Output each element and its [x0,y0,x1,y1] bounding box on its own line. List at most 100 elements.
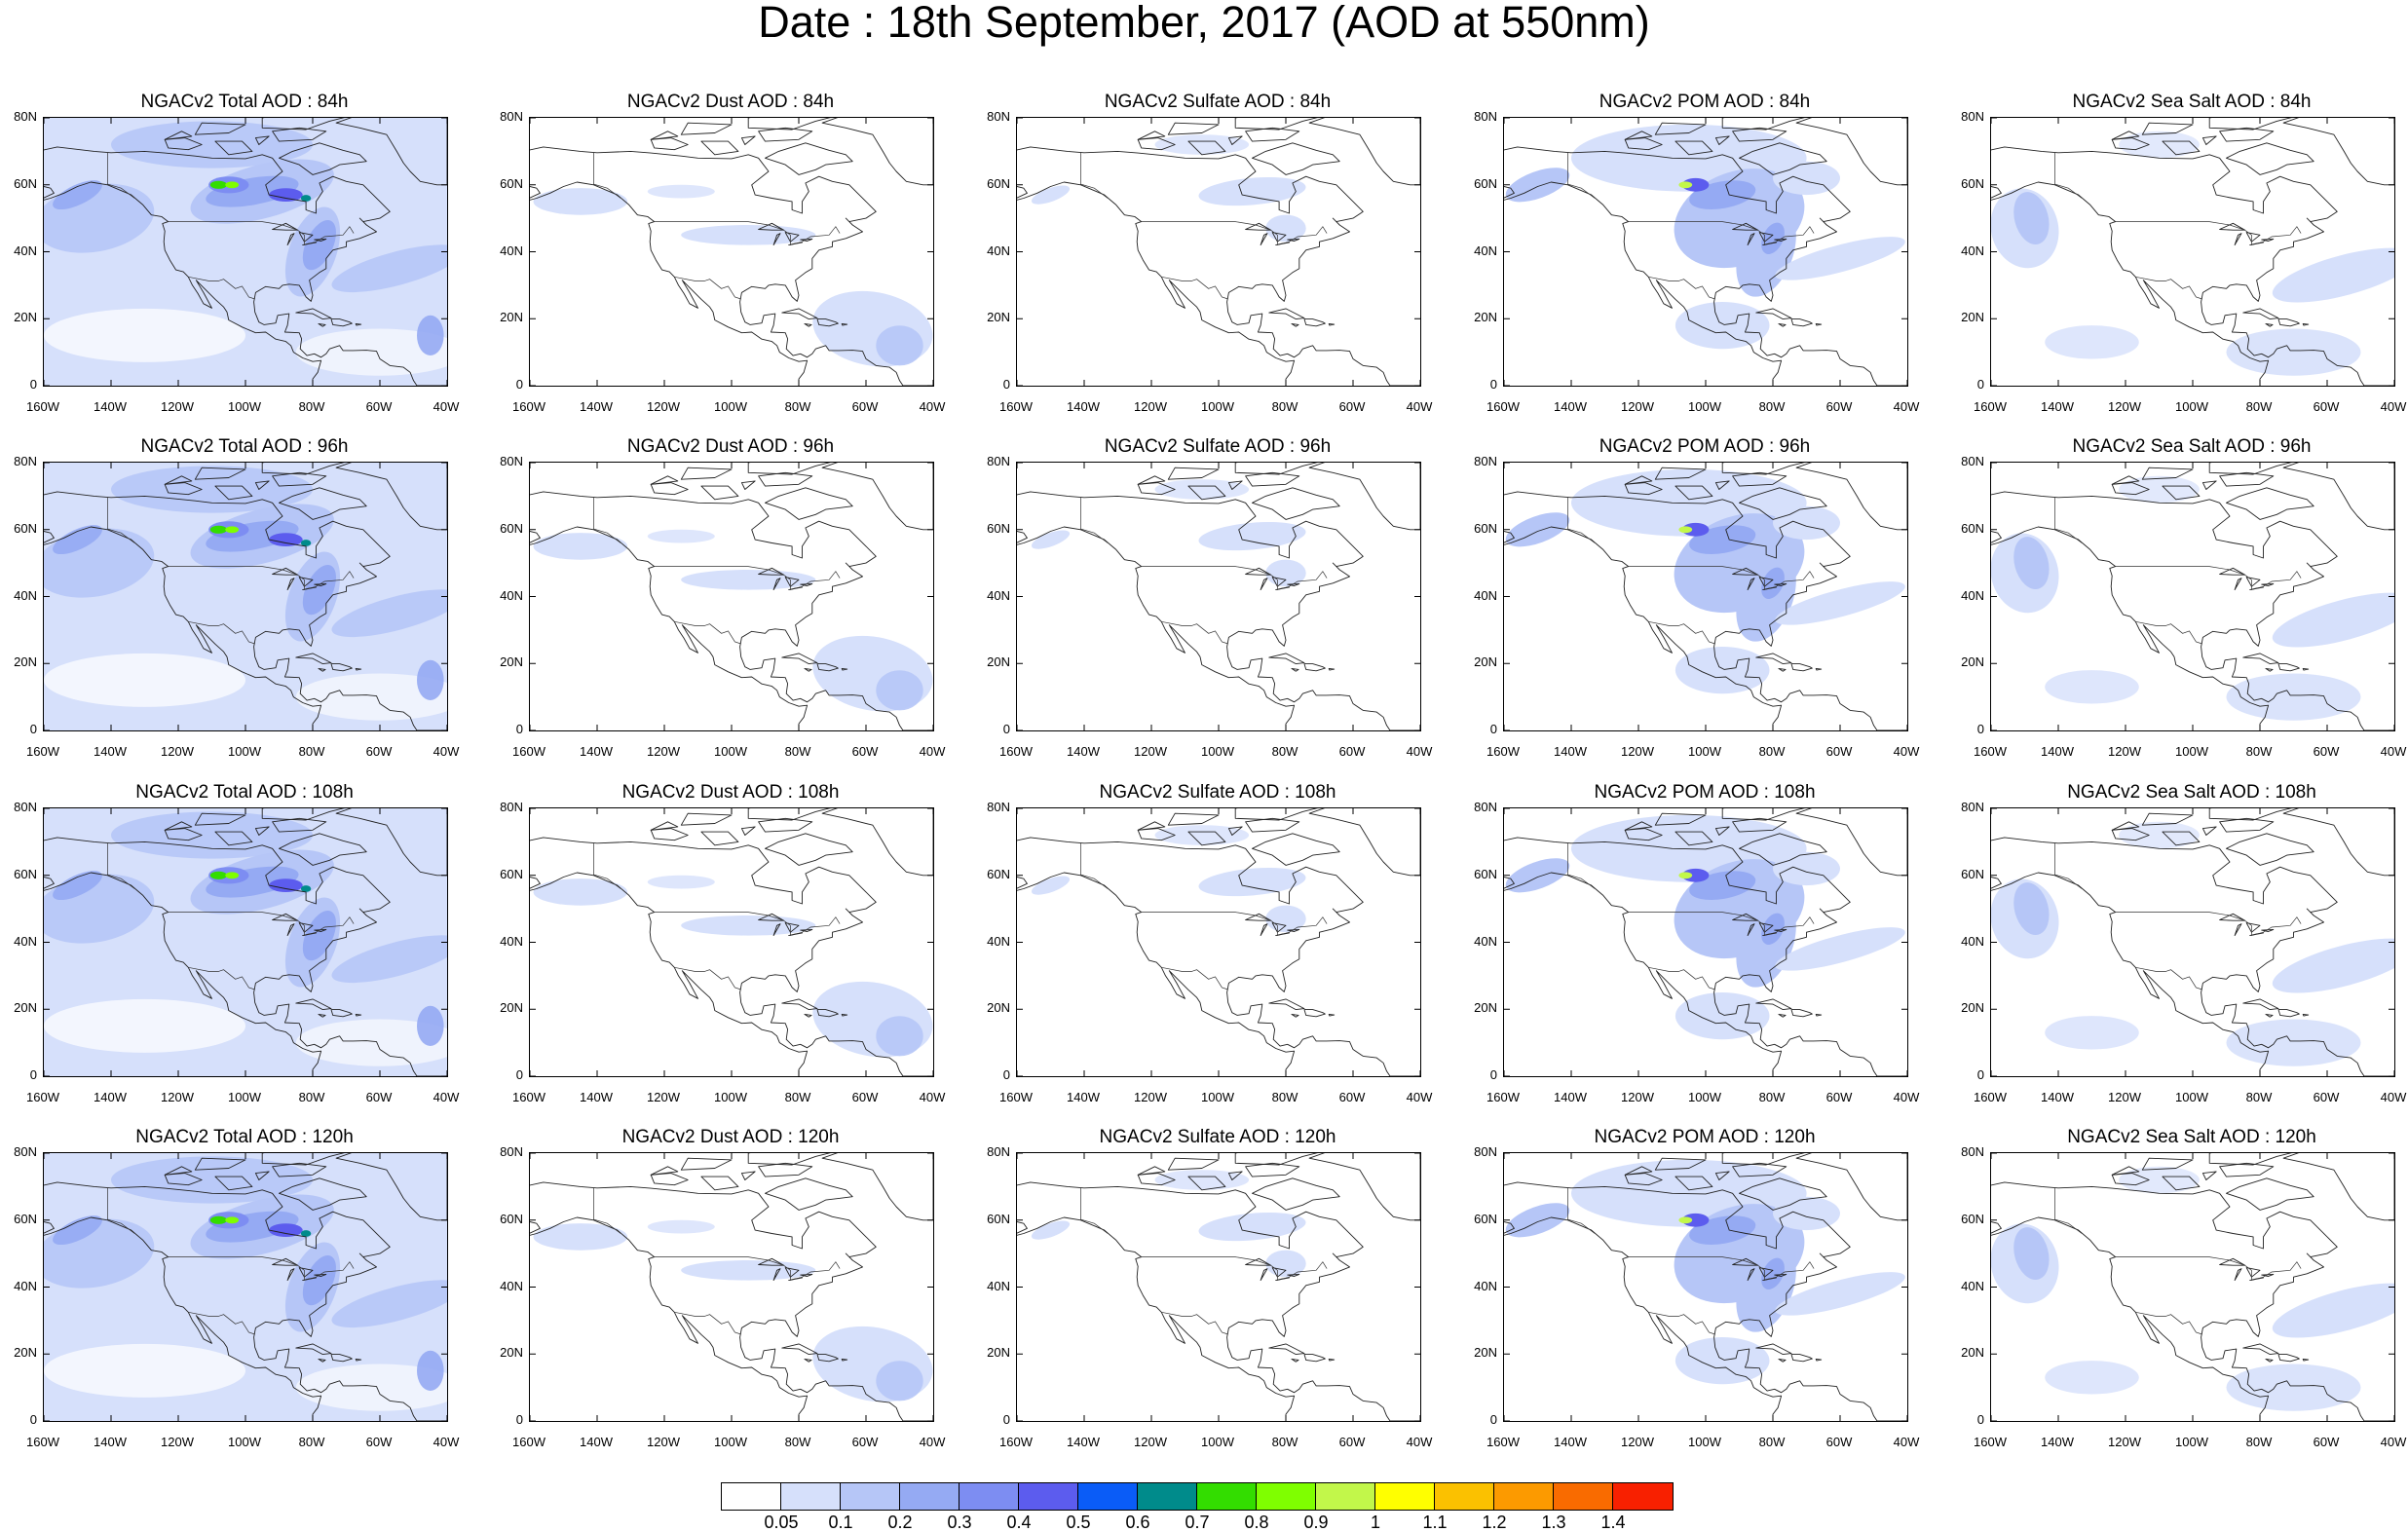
caribbean-island-outline [295,308,332,320]
arctic-island-outline [1234,1153,1318,1166]
map-svg [1991,808,2394,1076]
aod-patch [225,526,240,534]
arctic-island-outline [650,482,689,496]
panel-title: NGACv2 Sulfate AOD : 108h [1099,782,1336,803]
caribbean-island-outline [1303,663,1326,672]
lon-tick-label: 80W [784,1090,811,1104]
baffin-island-outline [765,142,853,175]
aod-patch [111,121,313,168]
lon-tick-label: 100W [2175,744,2208,759]
map-frame [1016,462,1421,731]
caribbean-island-outline [816,663,839,672]
axis-ticks [1017,118,1420,386]
arctic-island-outline [1227,480,1243,490]
arctic-island-outline [272,471,327,487]
colorbar-cell [1494,1483,1554,1510]
border-line [168,912,355,937]
arctic-island-outline [2201,826,2217,836]
greenland-outline [1308,463,1420,531]
lon-tick-label: 40W [433,744,460,759]
border-line [1628,566,1815,591]
country-borders [1567,497,1815,645]
arctic-island-outline [747,808,831,821]
lon-tick-label: 160W [26,1090,59,1104]
arctic-island-outline [2162,485,2201,501]
lake-outline [1747,233,1755,246]
border-line [593,1187,621,1234]
aod-patch [1761,1257,1785,1289]
caribbean-island-outline [355,1358,362,1362]
arctic-island-outline [1245,817,1300,833]
arctic-island-outline [1732,127,1787,142]
lat-tick-label: 0 [1489,722,1497,736]
lon-tick-label: 80W [1758,399,1786,414]
aod-field [44,118,447,386]
aod-patch [295,1364,447,1411]
aod-patch [1773,161,1840,196]
lake-outline [784,1267,800,1278]
lon-tick-label: 80W [298,744,325,759]
colorbar-cell [841,1483,900,1510]
lon-tick-label: 60W [2313,399,2340,414]
lon-tick-label: 120W [647,399,680,414]
aod-patch [1265,1250,1306,1278]
arctic-island-outline [1732,471,1787,487]
aod-field [1031,134,1306,243]
aod-patch [1198,522,1306,551]
lon-tick-label: 120W [1134,399,1167,414]
lat-tick-label: 20N [1474,310,1497,325]
arctic-island-outline [2141,122,2194,135]
aod-patch [1678,526,1693,534]
aod-patch [225,1216,240,1224]
arctic-island-outline [2219,1162,2275,1177]
lake-outline [1271,922,1287,933]
arctic-island-outline [254,480,270,490]
map-svg [1504,118,1907,386]
lon-tick-label: 40W [1406,1090,1433,1104]
lon-tick-label: 60W [1825,399,1853,414]
lat-tick-label: 0 [1002,1412,1010,1427]
colorbar-label: 0.3 [947,1513,972,1532]
aod-field [1031,825,1306,933]
country-borders [107,842,355,990]
axis-ticks [530,463,933,730]
axis-ticks [44,1153,447,1421]
aod-patch [1674,992,1770,1040]
arctic-island-outline [1137,1166,1166,1176]
border-line [1648,1311,1715,1335]
caribbean-island-outline [1790,318,1813,327]
lat-tick-label: 20N [14,654,37,670]
aod-patch [1681,177,1710,192]
arctic-island-outline [164,131,193,140]
axis-ticks [1504,1153,1907,1421]
arctic-island-outline [740,480,756,490]
aod-patch [2119,821,2200,849]
lon-tick-label: 40W [919,744,946,759]
lat-tick-label: 20N [987,654,1010,670]
lat-tick-label: 80N [500,800,523,814]
lake-outline [772,233,781,246]
lat-tick-label: 60N [14,866,37,881]
lake-outline [1758,577,1774,587]
arctic-island-outline [2219,817,2275,833]
aod-patch [209,525,227,534]
map-svg [1504,463,1907,730]
arctic-island-outline [1187,831,1226,846]
aod-patch [681,915,816,936]
border-line [1141,221,1328,246]
caribbean-island-outline [1303,1354,1326,1363]
arctic-island-outline [680,812,733,826]
caribbean-island-outline [1790,663,1813,672]
aod-patch [1761,567,1785,599]
greenland-outline [1795,1153,1907,1221]
aod-patch [1761,913,1785,945]
border-line [2135,276,2202,300]
aod-patch [533,533,628,560]
border-line [593,152,621,199]
arctic-island-outline [1624,821,1653,831]
lake-outline [286,1268,295,1282]
border-line [1628,1256,1815,1282]
arctic-island-outline [2141,812,2194,826]
aod-patch [331,589,447,638]
